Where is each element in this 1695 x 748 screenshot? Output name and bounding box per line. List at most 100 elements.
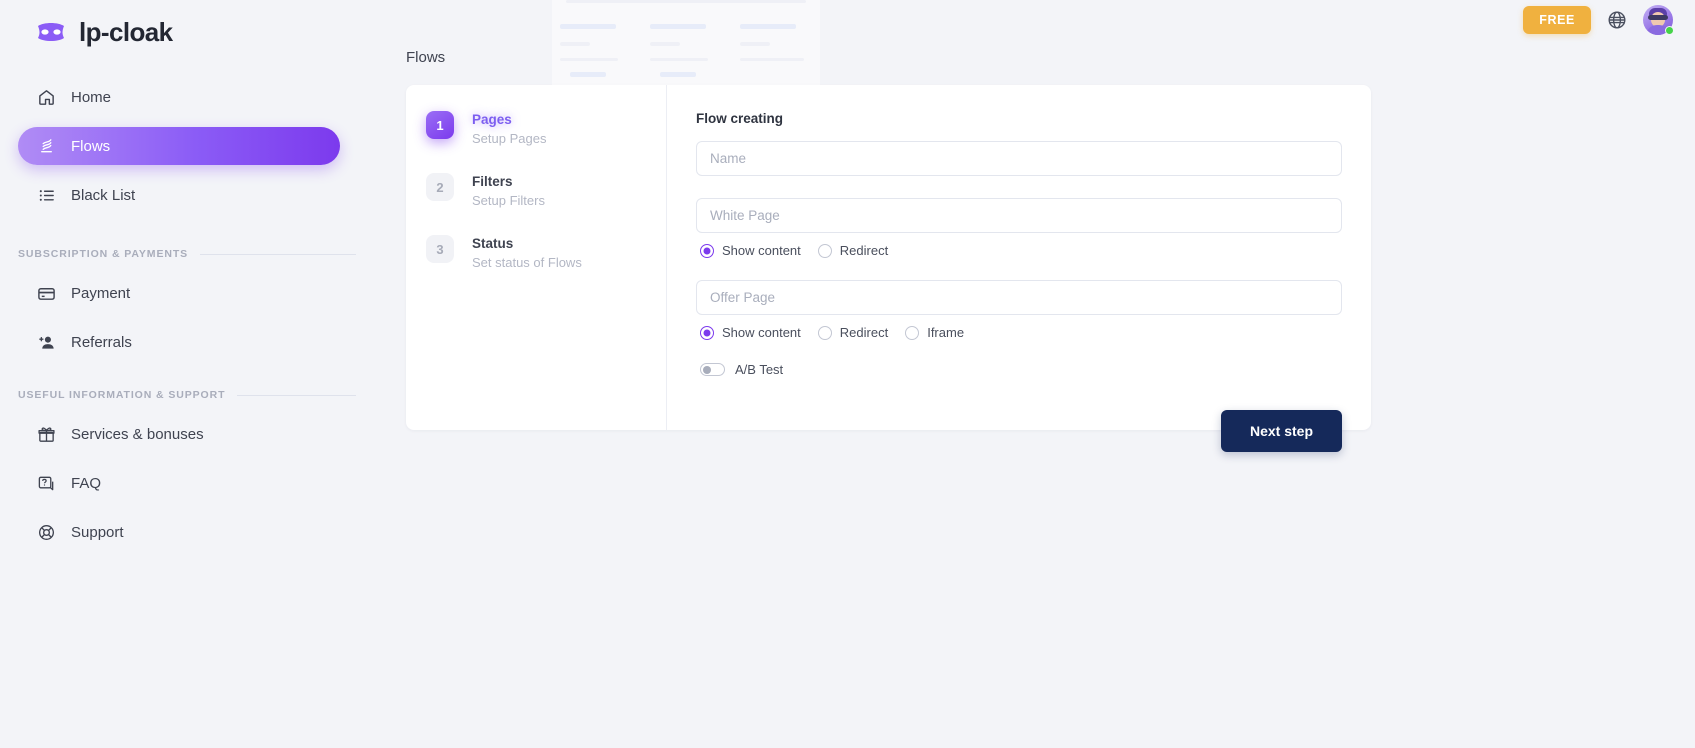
offer-page-option-iframe[interactable]: Iframe (905, 325, 964, 340)
stepper: 1 Pages Setup Pages 2 Filters Setup Filt… (406, 85, 667, 430)
step-subtitle: Setup Filters (472, 193, 545, 208)
ghost-card (552, 18, 634, 90)
next-step-button[interactable]: Next step (1220, 410, 1342, 452)
ghost-card (642, 18, 724, 90)
ghost-line (740, 24, 796, 29)
step-number: 1 (426, 111, 454, 139)
radio-label: Iframe (927, 325, 965, 340)
step-title: Filters (472, 174, 513, 189)
brand-name: lp-cloak (79, 16, 173, 47)
form-title: Flow creating (696, 111, 784, 126)
offer-page-option-redirect[interactable]: Redirect (817, 325, 889, 340)
radio-label: Redirect (839, 243, 889, 258)
toggle-knob (702, 365, 711, 374)
form-actions: Next step (696, 410, 1342, 452)
sidebar-section-label: SUBSCRIPTION & PAYMENTS (18, 248, 189, 260)
white-page-input[interactable] (696, 198, 1342, 233)
divider (200, 253, 356, 255)
ghost-line (560, 24, 616, 29)
sidebar-item-faq[interactable]: FAQ (18, 464, 340, 502)
sidebar-section-support: USEFUL INFORMATION & SUPPORT (18, 389, 356, 401)
sidebar-item-label: Support (71, 523, 124, 541)
spacer (696, 258, 1342, 280)
step-number: 2 (426, 173, 454, 201)
sidebar-item-label: Flows (71, 137, 111, 155)
support-nav: Services & bonuses FAQ (0, 415, 392, 551)
ghost-line (560, 42, 590, 46)
sidebar-item-black-list[interactable]: Black List (18, 176, 340, 214)
sidebar-item-flows[interactable]: Flows (18, 127, 340, 165)
step-pages[interactable]: 1 Pages Setup Pages (426, 111, 667, 147)
step-number: 3 (426, 235, 454, 263)
ghost-line (570, 72, 606, 77)
radio-icon (700, 243, 714, 258)
flows-icon (36, 136, 56, 156)
offer-page-input[interactable] (696, 280, 1342, 315)
offer-page-mode-group: Show content Redirect Iframe (700, 325, 1342, 340)
radio-icon (817, 325, 832, 340)
subscription-nav: Payment Referrals (0, 274, 392, 361)
sidebar-item-services-bonuses[interactable]: Services & bonuses (18, 415, 340, 453)
divider (237, 394, 356, 396)
mask-icon (36, 22, 66, 42)
flow-form: Flow creating Show content Redirect (667, 85, 1371, 452)
spacer (696, 176, 1342, 198)
ghost-line (650, 24, 706, 29)
sidebar: lp-cloak Home (0, 0, 392, 748)
brand-logo[interactable]: lp-cloak (0, 0, 392, 64)
sidebar-item-home[interactable]: Home (18, 78, 340, 116)
ghost-line (650, 42, 680, 46)
faq-icon (36, 473, 56, 493)
toggle-switch-icon (700, 363, 725, 376)
list-icon (36, 185, 56, 205)
sidebar-item-label: Payment (71, 284, 131, 302)
home-icon (36, 87, 56, 107)
sidebar-section-subscription: SUBSCRIPTION & PAYMENTS (18, 248, 356, 260)
white-page-mode-group: Show content Redirect (700, 243, 1342, 258)
sidebar-item-support[interactable]: Support (18, 513, 340, 551)
lifebuoy-icon (36, 522, 56, 542)
avatar-mask (1648, 15, 1668, 20)
step-title: Pages (472, 112, 512, 127)
header-actions: FREE (1523, 0, 1674, 40)
ghost-card (552, 0, 820, 90)
ghost-line (740, 42, 770, 46)
name-input[interactable] (696, 141, 1342, 176)
step-title: Status (472, 236, 514, 251)
ab-test-label: A/B Test (735, 362, 784, 377)
step-subtitle: Setup Pages (472, 131, 547, 146)
flow-creation-card: 1 Pages Setup Pages 2 Filters Setup Filt… (406, 85, 1371, 452)
ghost-line (740, 58, 804, 61)
sidebar-item-payment[interactable]: Payment (18, 274, 340, 312)
sidebar-item-referrals[interactable]: Referrals (18, 323, 340, 361)
avatar-body (1646, 25, 1670, 35)
plan-badge[interactable]: FREE (1523, 6, 1591, 34)
gift-icon (36, 424, 56, 444)
step-status[interactable]: 3 Status Set status of Flows (426, 235, 667, 271)
radio-icon (905, 325, 920, 340)
radio-icon (700, 325, 714, 340)
ghost-line (660, 72, 696, 77)
white-page-option-show-content[interactable]: Show content (700, 243, 801, 258)
avatar[interactable] (1643, 5, 1674, 35)
radio-label: Redirect (839, 325, 889, 340)
white-page-option-redirect[interactable]: Redirect (817, 243, 889, 258)
sidebar-item-label: Referrals (71, 333, 132, 351)
credit-card-icon (36, 283, 56, 303)
primary-nav: Home Flows (0, 78, 392, 214)
ghost-line (560, 58, 618, 61)
globe-icon[interactable] (1607, 10, 1627, 30)
ab-test-toggle[interactable]: A/B Test (700, 362, 1342, 377)
page-title: Flows (406, 49, 446, 66)
sidebar-item-label: FAQ (71, 474, 102, 492)
ghost-line (650, 58, 708, 61)
person-add-icon (36, 332, 56, 352)
step-filters[interactable]: 2 Filters Setup Filters (426, 173, 667, 209)
sidebar-item-label: Home (71, 88, 112, 106)
radio-label: Show content (722, 325, 801, 340)
sidebar-section-label: USEFUL INFORMATION & SUPPORT (18, 389, 226, 401)
offer-page-option-show-content[interactable]: Show content (700, 325, 801, 340)
radio-icon (817, 243, 832, 258)
sidebar-item-label: Services & bonuses (71, 425, 204, 443)
